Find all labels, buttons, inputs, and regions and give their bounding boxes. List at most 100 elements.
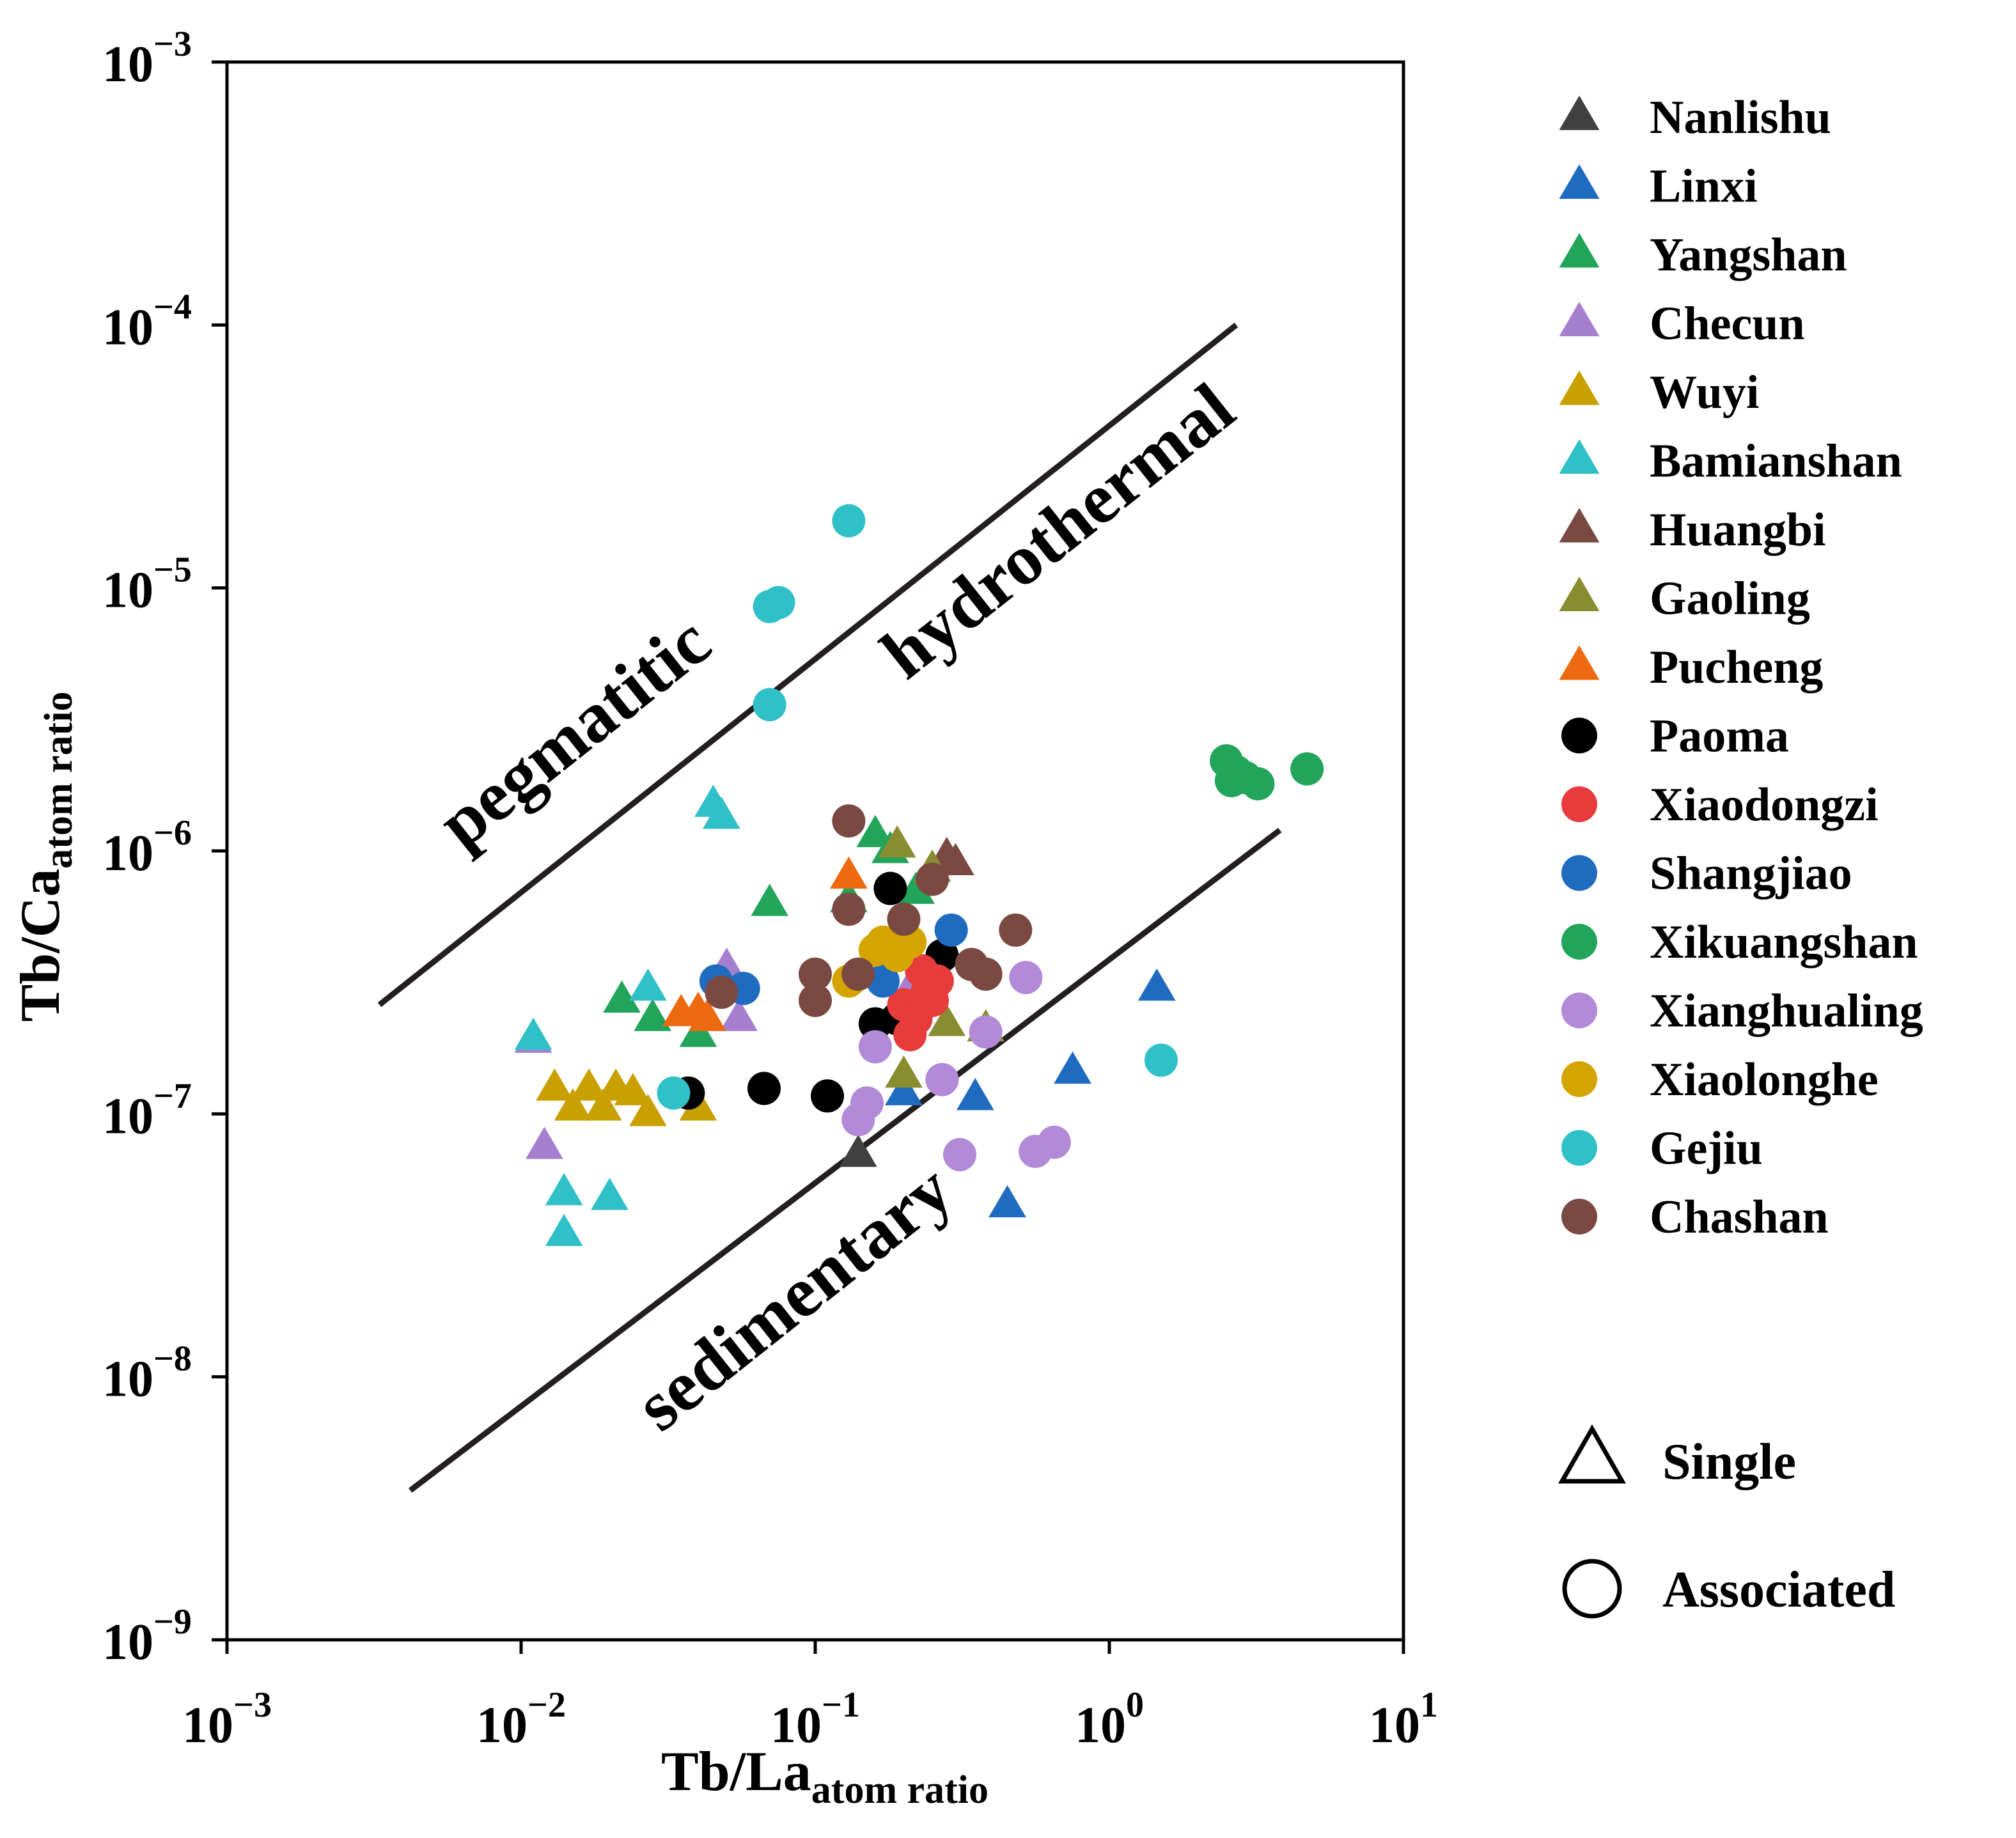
y-tick-exponent: −8 xyxy=(153,1339,192,1379)
y-tick-base: 10 xyxy=(102,36,153,93)
x-tick-exponent: −3 xyxy=(233,1685,272,1725)
data-point-xiaolonghe xyxy=(858,933,892,967)
series-linxi xyxy=(885,968,1176,1218)
x-tick-label: 101 xyxy=(1369,1685,1438,1754)
y-tick-base: 10 xyxy=(102,825,153,882)
x-tick-label: 10−2 xyxy=(476,1685,566,1754)
data-point-chashan xyxy=(969,957,1003,991)
data-point-xianghualing xyxy=(925,1063,959,1096)
legend-marker xyxy=(1561,786,1597,822)
legend-label: Nanlishu xyxy=(1650,91,1831,144)
data-point-xianghualing xyxy=(841,1103,875,1137)
legend-label: Chashan xyxy=(1650,1191,1829,1243)
legend-label: Xikuangshan xyxy=(1650,916,1918,969)
data-points xyxy=(514,504,1324,1247)
data-point-yangshan xyxy=(751,884,789,916)
series-nanlishu xyxy=(839,1134,877,1167)
legend-label: Shangjiao xyxy=(1650,848,1852,900)
data-point-gaoling xyxy=(885,1055,923,1088)
series-bamianshan xyxy=(514,784,740,1247)
shape-legend-label: Associated xyxy=(1662,1562,1895,1618)
data-point-bamianshan xyxy=(702,797,740,829)
x-tick-label: 10−3 xyxy=(182,1685,272,1754)
legend-item-paoma: Paoma xyxy=(1561,710,1789,763)
y-axis-title: Tb/Caatom ratio xyxy=(10,692,81,1022)
legend-item-pucheng: Pucheng xyxy=(1559,641,1823,694)
y-tick-base: 10 xyxy=(102,563,153,619)
x-tick-base: 10 xyxy=(182,1697,233,1754)
data-point-gaoling xyxy=(928,1004,966,1036)
y-tick-base: 10 xyxy=(102,1614,153,1671)
y-tick-label: 10−7 xyxy=(102,1076,192,1144)
series-gejiu xyxy=(657,504,1178,1110)
legend-label: Huangbi xyxy=(1650,504,1826,556)
y-tick-base: 10 xyxy=(102,1351,153,1408)
x-tick-label: 10−1 xyxy=(770,1685,860,1754)
legend-label: Pucheng xyxy=(1650,641,1823,694)
data-point-gejiu xyxy=(762,586,795,619)
legend-marker xyxy=(1559,164,1600,199)
legend-item-shangjiao: Shangjiao xyxy=(1561,848,1852,900)
data-point-chashan xyxy=(799,957,832,991)
data-point-bamianshan xyxy=(514,1017,552,1050)
y-tick-label: 10−9 xyxy=(102,1602,192,1671)
data-point-huangbi xyxy=(937,843,974,875)
data-point-gaoling xyxy=(878,825,916,858)
legend-marker xyxy=(1561,1199,1597,1234)
y-tick-exponent: −5 xyxy=(153,550,192,590)
data-point-xianghualing xyxy=(969,1015,1003,1049)
data-point-xiaodongzi xyxy=(893,1018,927,1052)
legend-label: Yangshan xyxy=(1650,229,1847,281)
legend-marker xyxy=(1561,717,1597,754)
legend-label: Wuyi xyxy=(1650,366,1759,419)
legend-label: Xiaolonghe xyxy=(1650,1054,1879,1106)
data-point-yangshan xyxy=(634,999,672,1031)
y-tick-exponent: −4 xyxy=(153,287,192,327)
data-point-yangshan xyxy=(897,871,935,904)
data-point-paoma xyxy=(873,871,907,905)
x-tick-exponent: 1 xyxy=(1420,1685,1438,1725)
y-tick-base: 10 xyxy=(102,299,153,355)
data-point-shangjiao xyxy=(934,913,968,947)
y-axis-title-sub: atom ratio xyxy=(37,692,81,869)
legend-item-xikuangshan: Xikuangshan xyxy=(1561,916,1918,969)
data-point-linxi xyxy=(885,1073,923,1105)
legend-item-yangshan: Yangshan xyxy=(1559,229,1847,281)
data-point-bamianshan xyxy=(545,1172,583,1206)
legend-item-nanlishu: Nanlishu xyxy=(1559,91,1831,144)
x-tick-base: 10 xyxy=(1075,1697,1126,1754)
y-tick-label: 10−8 xyxy=(102,1339,192,1408)
data-point-bamianshan xyxy=(591,1178,629,1210)
x-tick-base: 10 xyxy=(770,1697,822,1754)
data-point-xianghualing xyxy=(943,1138,977,1172)
data-point-wuyi xyxy=(554,1088,592,1121)
data-point-gejiu xyxy=(1145,1043,1178,1077)
data-point-xikuangshan xyxy=(1241,767,1275,800)
data-point-checun xyxy=(720,999,758,1031)
data-point-wuyi xyxy=(614,1073,652,1105)
series-pucheng xyxy=(662,856,868,1031)
series-xiaodongzi xyxy=(887,954,954,1052)
legend-marker xyxy=(1561,924,1597,960)
data-point-checun xyxy=(526,1126,563,1159)
y-tick-label: 10−6 xyxy=(102,813,192,882)
data-point-chashan xyxy=(832,804,866,838)
legend-marker xyxy=(1559,577,1600,612)
legend-item-xianghualing: Xianghualing xyxy=(1561,985,1923,1038)
series-xikuangshan xyxy=(1210,744,1324,800)
legend-item-xiaolonghe: Xiaolonghe xyxy=(1561,1054,1879,1106)
x-tick-exponent: 0 xyxy=(1126,1685,1144,1725)
x-tick-label: 100 xyxy=(1075,1685,1144,1754)
data-point-xikuangshan xyxy=(1214,764,1248,798)
data-point-xiaodongzi xyxy=(905,954,939,988)
y-axis-title-main: Tb/Ca xyxy=(10,869,72,1022)
y-tick-exponent: −3 xyxy=(153,24,192,64)
data-point-yangshan xyxy=(856,814,895,848)
legend-marker xyxy=(1559,645,1600,680)
shape-legend-single: Single xyxy=(1558,1424,1796,1490)
data-point-linxi xyxy=(1054,1051,1091,1084)
data-point-xianghualing xyxy=(1009,961,1043,995)
y-tick-exponent: −9 xyxy=(153,1602,192,1642)
data-point-nanlishu xyxy=(839,1134,877,1167)
